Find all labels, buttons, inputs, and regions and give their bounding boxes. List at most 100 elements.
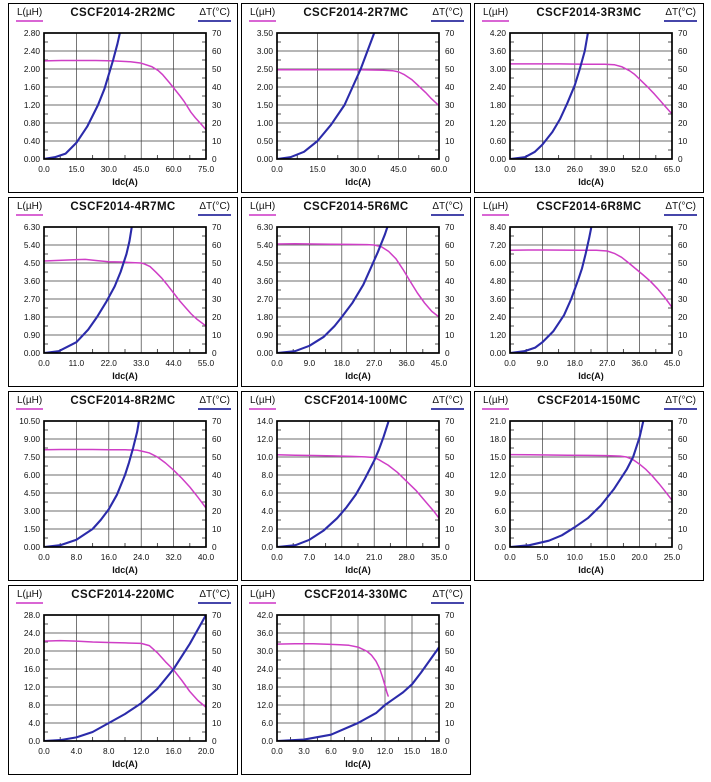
svg-text:27.0: 27.0 — [599, 358, 616, 368]
svg-text:3.60: 3.60 — [490, 294, 507, 304]
inductance-vs-current-line — [277, 454, 439, 519]
svg-text:60: 60 — [445, 434, 455, 444]
svg-text:60: 60 — [445, 46, 455, 56]
svg-text:50: 50 — [445, 452, 455, 462]
svg-text:0.50: 0.50 — [257, 136, 274, 146]
svg-text:70: 70 — [212, 28, 222, 38]
svg-text:55.0: 55.0 — [198, 358, 215, 368]
svg-text:30: 30 — [445, 488, 455, 498]
svg-text:3.60: 3.60 — [257, 276, 274, 286]
svg-text:36.0: 36.0 — [399, 358, 416, 368]
svg-text:0: 0 — [678, 154, 683, 164]
svg-text:40: 40 — [212, 664, 222, 674]
svg-text:1.20: 1.20 — [490, 330, 507, 340]
svg-text:30.0: 30.0 — [350, 164, 367, 174]
chart-panel-4r7mc: L(µH) CSCF2014-4R7MC ΔT(°C) 0.00 0.90 1.80… — [8, 197, 238, 387]
svg-text:6.00: 6.00 — [490, 258, 507, 268]
svg-text:1.20: 1.20 — [24, 100, 41, 110]
svg-text:0: 0 — [445, 736, 450, 746]
grid-lines — [43, 32, 207, 160]
chart-panel-150mc: L(µH) CSCF2014-150MC ΔT(°C) 0.0 3.0 6.0 9.0… — [474, 391, 704, 581]
svg-text:10.50: 10.50 — [19, 416, 40, 426]
minor-ticks — [44, 41, 206, 159]
plot-border — [43, 226, 207, 354]
minor-ticks — [44, 235, 206, 353]
svg-text:2.40: 2.40 — [490, 312, 507, 322]
inductance-vs-current-line — [277, 643, 389, 697]
svg-text:11.0: 11.0 — [69, 358, 85, 368]
svg-text:3.50: 3.50 — [257, 28, 274, 38]
svg-text:1.00: 1.00 — [257, 118, 274, 128]
svg-text:0.0: 0.0 — [271, 164, 283, 174]
x-axis-label: Idc(A) — [345, 177, 371, 187]
svg-text:2.00: 2.00 — [24, 64, 41, 74]
svg-text:40: 40 — [212, 470, 222, 480]
svg-text:3.00: 3.00 — [490, 64, 507, 74]
svg-text:5.0: 5.0 — [537, 552, 549, 562]
svg-text:8.0: 8.0 — [103, 746, 115, 756]
left-axis-legend: L(µH) — [249, 589, 277, 604]
x-axis-label: Idc(A) — [345, 371, 371, 381]
left-axis-legend: L(µH) — [482, 201, 510, 216]
svg-text:40: 40 — [212, 82, 222, 92]
svg-text:9.0: 9.0 — [537, 358, 549, 368]
svg-text:12.0: 12.0 — [133, 746, 150, 756]
svg-text:39.0: 39.0 — [599, 164, 616, 174]
svg-text:0.0: 0.0 — [38, 358, 50, 368]
svg-text:28.0: 28.0 — [399, 552, 416, 562]
chart-series — [277, 643, 439, 741]
svg-text:65.0: 65.0 — [664, 164, 681, 174]
svg-text:12.0: 12.0 — [257, 434, 274, 444]
svg-text:60: 60 — [212, 240, 222, 250]
svg-text:9.0: 9.0 — [352, 746, 364, 756]
chart-title: CSCF2014-6R8MC — [536, 201, 642, 213]
svg-text:3.00: 3.00 — [257, 46, 274, 56]
svg-text:16.0: 16.0 — [24, 664, 41, 674]
chart-series — [277, 33, 439, 159]
line-chart: 0.00 0.90 1.80 2.70 3.60 4.50 5.40 6.30 0 10 20 30 4… — [24, 222, 222, 381]
svg-text:0.00: 0.00 — [24, 542, 41, 552]
x-axis-label: Idc(A) — [345, 565, 371, 575]
chart-title: CSCF2014-5R6MC — [303, 201, 409, 213]
svg-text:2.70: 2.70 — [257, 294, 274, 304]
svg-text:0.0: 0.0 — [271, 746, 283, 756]
svg-text:20: 20 — [678, 506, 688, 516]
chart-panel-330mc: L(µH) CSCF2014-330MC ΔT(°C) 0.0 6.0 12.0 18… — [241, 585, 471, 775]
temperature-rise-vs-current-line — [277, 646, 439, 741]
line-chart: 0.0 3.0 6.0 9.0 12.0 15.0 18.0 21.0 0 10 20 30 40 50 6… — [490, 416, 688, 575]
svg-text:30: 30 — [212, 488, 222, 498]
line-chart: 0.0 6.0 12.0 18.0 24.0 30.0 36.0 42.0 0 10 20 30 40 5… — [257, 610, 455, 769]
svg-text:70: 70 — [445, 222, 455, 232]
line-chart: 0.00 1.20 2.40 3.60 4.80 6.00 7.20 8.40 0 10 20 30 4… — [490, 222, 688, 381]
svg-text:2.40: 2.40 — [24, 46, 41, 56]
svg-text:10: 10 — [212, 330, 222, 340]
svg-text:70: 70 — [212, 610, 222, 620]
svg-text:50: 50 — [212, 258, 222, 268]
svg-text:9.00: 9.00 — [24, 434, 41, 444]
svg-text:40: 40 — [678, 82, 688, 92]
minor-ticks — [510, 429, 672, 547]
svg-text:40: 40 — [445, 470, 455, 480]
svg-text:5.40: 5.40 — [24, 240, 41, 250]
x-axis-label: Idc(A) — [578, 371, 604, 381]
line-chart: 0.0 4.0 8.0 12.0 16.0 20.0 24.0 28.0 0 10 20 30 40 50… — [24, 610, 222, 769]
svg-text:70: 70 — [445, 28, 455, 38]
svg-text:40: 40 — [678, 276, 688, 286]
svg-text:32.0: 32.0 — [166, 552, 183, 562]
svg-text:21.0: 21.0 — [490, 416, 507, 426]
plot-border — [276, 614, 440, 742]
chart-series — [510, 33, 672, 159]
svg-text:24.0: 24.0 — [133, 552, 150, 562]
svg-text:18.0: 18.0 — [567, 358, 584, 368]
svg-text:45.0: 45.0 — [133, 164, 150, 174]
svg-text:0: 0 — [445, 154, 450, 164]
chart-panel-100mc: L(µH) CSCF2014-100MC ΔT(°C) 0.0 2.0 4.0 6.0… — [241, 391, 471, 581]
chart-title: CSCF2014-4R7MC — [70, 201, 176, 213]
left-axis-legend: L(µH) — [16, 201, 44, 216]
svg-text:60: 60 — [212, 628, 222, 638]
minor-ticks — [510, 41, 672, 159]
svg-text:27.0: 27.0 — [366, 358, 383, 368]
chart-title: CSCF2014-2R2MC — [70, 7, 176, 19]
chart-header: L(µH) CSCF2014-3R3MC ΔT(°C) — [475, 4, 703, 28]
svg-text:4.50: 4.50 — [24, 488, 41, 498]
